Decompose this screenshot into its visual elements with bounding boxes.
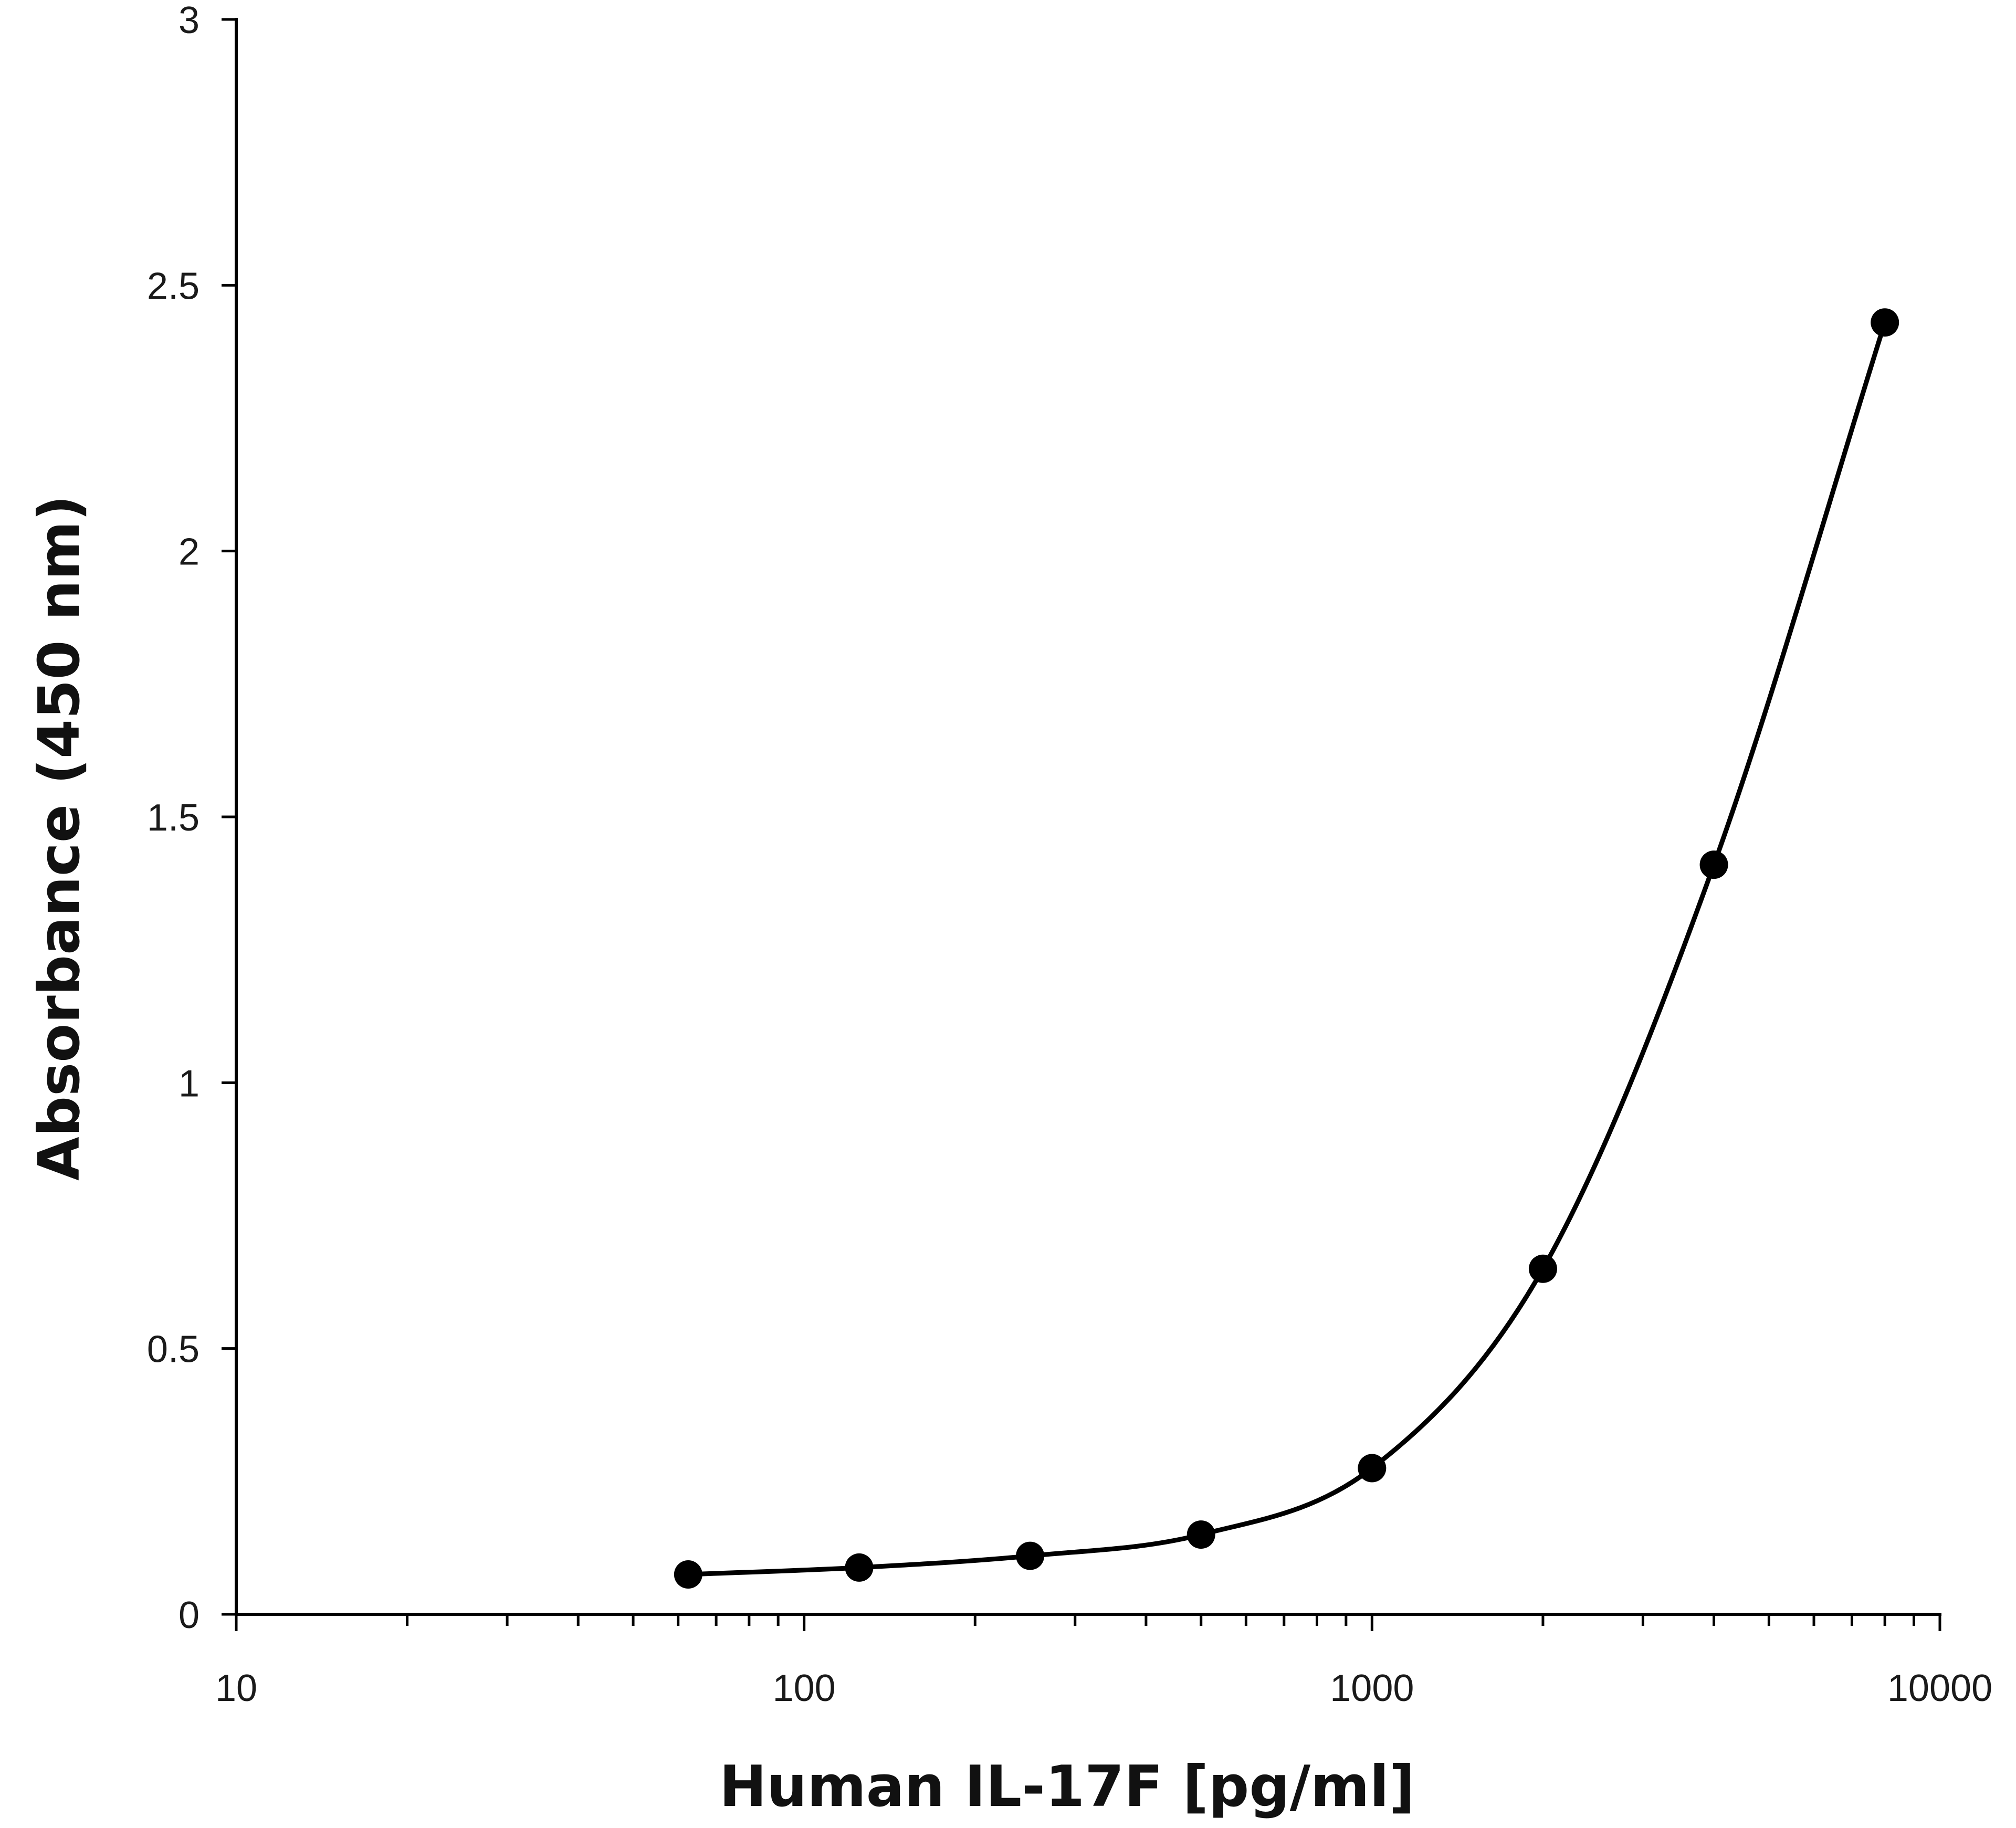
x-tick-label: 100 — [773, 1667, 836, 1709]
data-point — [1699, 850, 1728, 879]
y-tick-label: 3 — [178, 0, 200, 41]
data-point — [1186, 1520, 1215, 1549]
data-point — [1358, 1454, 1387, 1483]
data-point — [845, 1553, 874, 1582]
y-axis-ticks: 0 0.5 1 1.5 2 2.5 3 — [147, 0, 236, 1636]
x-axis-title: Human IL-17F [pg/ml] — [719, 1754, 1415, 1820]
y-tick-label: 0 — [178, 1594, 200, 1636]
y-tick-label: 2 — [178, 531, 200, 573]
y-tick-label: 1.5 — [147, 797, 200, 839]
y-axis-title: Absorbance (450 nm) — [27, 495, 92, 1181]
x-tick-label: 1000 — [1330, 1667, 1414, 1709]
y-tick-label: 1 — [178, 1063, 200, 1105]
data-point — [1016, 1541, 1045, 1570]
fitted-curve-line — [686, 320, 1887, 1577]
data-point — [674, 1560, 702, 1589]
y-tick-label: 0.5 — [147, 1329, 200, 1371]
y-tick-label: 2.5 — [147, 265, 200, 307]
data-point — [1871, 308, 1899, 337]
data-point — [1528, 1254, 1557, 1283]
x-tick-label: 10000 — [1887, 1667, 1992, 1709]
x-tick-label: 10 — [215, 1667, 257, 1709]
data-points — [674, 308, 1899, 1589]
x-axis-ticks: 10 100 1000 10000 — [215, 1614, 1992, 1709]
